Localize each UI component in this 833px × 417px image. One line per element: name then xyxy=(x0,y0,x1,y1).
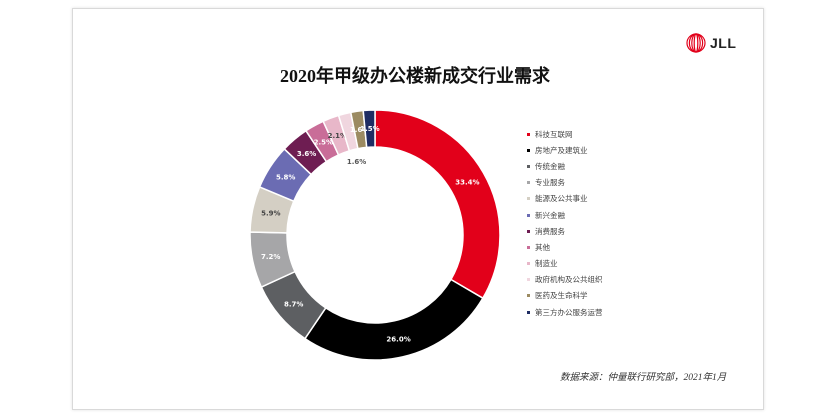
legend-swatch xyxy=(527,197,530,201)
legend-item: 制造业 xyxy=(527,256,603,272)
legend-label: 传统金融 xyxy=(535,161,565,171)
slice-label: 2.5% xyxy=(314,138,333,146)
legend-swatch xyxy=(527,310,530,314)
legend-item: 能源及公共事业 xyxy=(527,191,603,207)
donut-slice xyxy=(362,109,376,149)
legend-item: 政府机构及公共组织 xyxy=(527,272,603,288)
source-note: 数据来源：仲量联行研究部，2021年1月 xyxy=(560,373,727,383)
legend-label: 新兴金融 xyxy=(535,210,565,220)
legend-swatch xyxy=(527,278,530,282)
legend-swatch xyxy=(527,132,530,136)
legend-item: 房地产及建筑业 xyxy=(527,142,603,158)
jll-logo: JLL xyxy=(686,33,736,53)
legend-swatch xyxy=(527,294,530,298)
legend-label: 能源及公共事业 xyxy=(535,194,588,204)
legend-item: 医药及生命科学 xyxy=(527,288,603,304)
legend-swatch xyxy=(527,181,530,185)
jll-logo-icon xyxy=(686,33,706,53)
legend-item: 消费服务 xyxy=(527,223,603,239)
legend-item: 新兴金融 xyxy=(527,207,603,223)
legend-label: 制造业 xyxy=(535,259,558,269)
legend-swatch xyxy=(527,245,530,249)
legend-swatch xyxy=(527,164,530,168)
legend-item: 传统金融 xyxy=(527,158,603,174)
chart-title: 2020年甲级办公楼新成交行业需求 xyxy=(280,66,550,86)
slice-label: 5.8% xyxy=(276,173,295,181)
slice-label: 5.9% xyxy=(261,209,280,217)
legend-label: 医药及生命科学 xyxy=(535,291,588,301)
legend-label: 其他 xyxy=(535,242,550,252)
legend-label: 专业服务 xyxy=(535,178,565,188)
donut-slice xyxy=(374,109,501,300)
slice-label: 2.1% xyxy=(328,132,347,140)
slice-label: 7.2% xyxy=(261,253,280,261)
slice-label: 1.6% xyxy=(347,158,366,166)
slice-label: 26.0% xyxy=(386,335,410,343)
slice-label: 3.6% xyxy=(297,150,316,158)
legend-label: 房地产及建筑业 xyxy=(535,145,588,155)
legend-label: 消费服务 xyxy=(535,226,565,236)
legend-swatch xyxy=(527,148,530,152)
legend-item: 第三方办公服务运营 xyxy=(527,304,603,320)
donut-chart: 33.4%26.0%8.7%7.2%5.9%5.8%3.6%2.5%2.1%1.… xyxy=(249,109,501,361)
slice-label: 8.7% xyxy=(284,300,303,308)
logo-text: JLL xyxy=(710,35,737,51)
legend-item: 科技互联网 xyxy=(527,126,603,142)
legend-swatch xyxy=(527,213,530,217)
slice-label: 1.5% xyxy=(360,125,379,133)
legend-label: 政府机构及公共组织 xyxy=(535,275,603,285)
legend-label: 第三方办公服务运营 xyxy=(535,307,603,317)
legend-item: 其他 xyxy=(527,239,603,255)
legend-item: 专业服务 xyxy=(527,175,603,191)
slice-label: 1.6% xyxy=(350,126,369,134)
donut-slice xyxy=(303,278,484,361)
slice-label: 33.4% xyxy=(455,179,479,187)
legend-label: 科技互联网 xyxy=(535,129,573,139)
legend-swatch xyxy=(527,229,530,233)
chart-legend: 科技互联网房地产及建筑业 传统金融专业服务能源及公共事业 新兴金融消费服务其他制造业… xyxy=(527,126,603,320)
legend-swatch xyxy=(527,262,530,266)
